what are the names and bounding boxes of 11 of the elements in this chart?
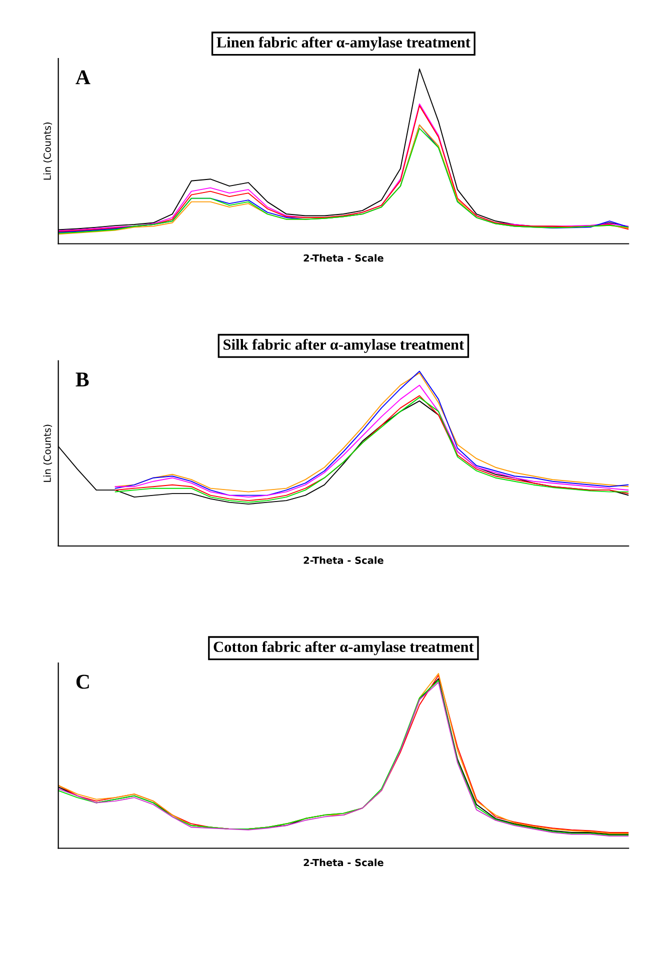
chart-title: Cotton fabric after α-amylase treatment xyxy=(214,641,474,656)
annotation: B xyxy=(76,372,89,386)
annotation: C xyxy=(76,674,89,689)
annotation: A xyxy=(76,70,90,84)
y-axis-title: Lin (Counts) xyxy=(43,424,52,482)
x-axis-title: 2-Theta - Scale xyxy=(304,858,384,866)
chart-title: Linen fabric after α-amylase treatment xyxy=(216,36,470,51)
x-axis-title: 2-Theta - Scale xyxy=(304,254,384,262)
x-axis-title: 2-Theta - Scale xyxy=(304,556,384,564)
y-axis-title: Lin (Counts) xyxy=(43,122,52,180)
chart-title: Silk fabric after α-amylase treatment xyxy=(224,338,464,353)
